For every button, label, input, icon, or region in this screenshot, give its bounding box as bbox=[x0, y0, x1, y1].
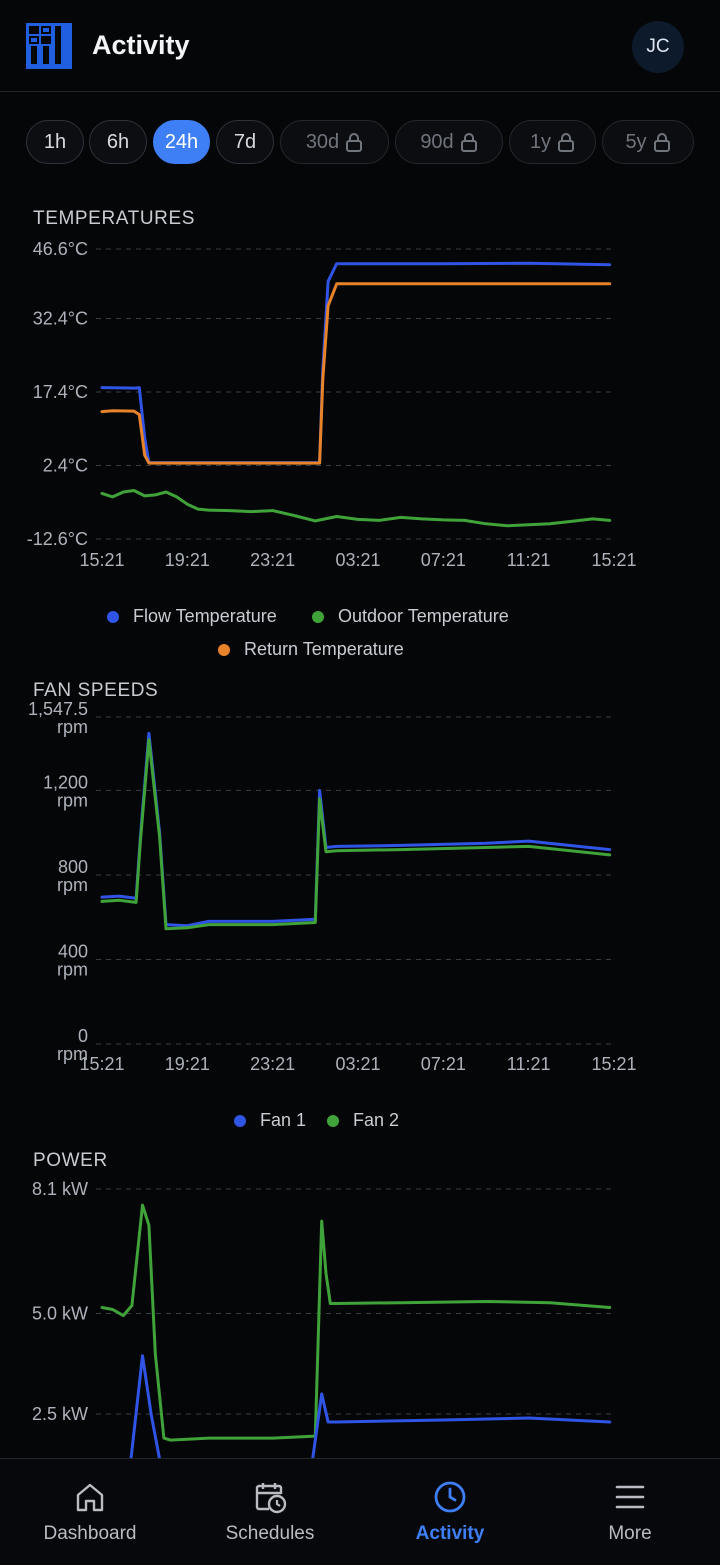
range-label: 1y bbox=[529, 130, 552, 153]
lock-icon bbox=[460, 132, 478, 152]
range-label: 5y bbox=[625, 130, 647, 153]
clock-icon bbox=[434, 1481, 466, 1513]
legend-dot bbox=[218, 643, 230, 656]
range-label: 6h bbox=[106, 130, 130, 153]
range-5y-button[interactable]: 5y bbox=[602, 120, 694, 164]
series-line bbox=[128, 1354, 612, 1472]
tab-dashboard[interactable]: Dashboard bbox=[0, 1459, 180, 1565]
y-tick-label: 0 bbox=[78, 1026, 88, 1046]
calendar-clock-icon bbox=[255, 1483, 287, 1514]
home-icon bbox=[76, 1483, 104, 1512]
x-tick-label: 11:21 bbox=[507, 1054, 551, 1074]
y-tick-label: rpm bbox=[57, 790, 88, 810]
range-1y-button[interactable]: 1y bbox=[509, 120, 596, 164]
x-tick-label: 15:21 bbox=[591, 550, 636, 570]
tab-schedules[interactable]: Schedules bbox=[180, 1459, 360, 1565]
range-6h-button[interactable]: 6h bbox=[89, 120, 147, 164]
x-tick-label: 23:21 bbox=[250, 1054, 295, 1074]
fan-speeds-section-title: FAN SPEEDS bbox=[33, 680, 159, 701]
legend-dot bbox=[234, 1114, 246, 1127]
y-tick-label: rpm bbox=[57, 717, 88, 737]
range-30d-button[interactable]: 30d bbox=[280, 120, 389, 164]
app-logo[interactable] bbox=[26, 23, 72, 69]
range-90d-button[interactable]: 90d bbox=[395, 120, 503, 164]
legend-dot bbox=[327, 1114, 339, 1127]
range-label: 30d bbox=[305, 130, 340, 153]
series-line bbox=[100, 489, 612, 528]
x-tick-label: 15:21 bbox=[79, 550, 124, 570]
legend-label: Flow Temperature bbox=[133, 606, 277, 626]
y-tick-label: 5.0 kW bbox=[32, 1304, 88, 1324]
tab-label: Activity bbox=[415, 1523, 485, 1544]
y-tick-label: 8.1 kW bbox=[32, 1179, 88, 1199]
series-line bbox=[100, 261, 612, 465]
legend-fan-1[interactable]: Fan 1 bbox=[234, 1110, 306, 1131]
legend-label: Fan 1 bbox=[260, 1110, 307, 1130]
temperatures-chart[interactable]: 46.6°C32.4°C17.4°C2.4°C-12.6°C15:21 19:21… bbox=[0, 230, 720, 580]
x-tick-label: 07:21 bbox=[421, 1054, 466, 1074]
lock-icon bbox=[653, 132, 671, 152]
legend-dot bbox=[107, 610, 119, 623]
y-tick-label: -12.6°C bbox=[27, 529, 88, 549]
x-tick-label: 03:21 bbox=[335, 1054, 380, 1074]
y-tick-label: 17.4°C bbox=[33, 382, 88, 402]
x-tick-label: 15:21 bbox=[79, 1054, 124, 1074]
series-line bbox=[100, 282, 612, 465]
y-tick-label: 2.4°C bbox=[43, 456, 88, 476]
x-tick-label: 11:21 bbox=[507, 550, 551, 570]
y-tick-label: 800 bbox=[58, 857, 88, 877]
app-header: Activity JC bbox=[0, 0, 720, 92]
legend-label: Return Temperature bbox=[244, 639, 404, 659]
legend-dot bbox=[312, 610, 324, 623]
tab-label: Schedules bbox=[225, 1523, 315, 1544]
range-label: 90d bbox=[420, 130, 454, 153]
tab-activity[interactable]: Activity bbox=[360, 1459, 540, 1565]
y-tick-label: 1,547.5 bbox=[28, 699, 88, 719]
lock-icon bbox=[557, 132, 575, 152]
legend-flow-temperature[interactable]: Flow Temperature bbox=[107, 606, 277, 627]
legend-label: Outdoor Temperature bbox=[338, 606, 509, 626]
power-chart[interactable]: 8.1 kW 5.0 kW 2.5 kW bbox=[0, 1170, 720, 1472]
power-section-title: POWER bbox=[33, 1150, 108, 1171]
temperatures-section-title: TEMPERATURES bbox=[33, 208, 196, 229]
y-tick-label: 400 bbox=[58, 941, 88, 961]
y-tick-label: rpm bbox=[57, 959, 88, 979]
avatar[interactable]: JC bbox=[632, 21, 684, 73]
y-tick-label: 46.6°C bbox=[33, 239, 88, 259]
x-tick-label: 07:21 bbox=[421, 550, 466, 570]
legend-label: Fan 2 bbox=[353, 1110, 400, 1130]
x-tick-label: 03:21 bbox=[335, 550, 380, 570]
tab-more[interactable]: More bbox=[540, 1459, 720, 1565]
y-tick-label: 1,200 bbox=[43, 772, 88, 792]
x-tick-label: 23:21 bbox=[250, 550, 295, 570]
range-1h-button[interactable]: 1h bbox=[26, 120, 84, 164]
range-label: 24h bbox=[164, 130, 199, 153]
series-line bbox=[100, 731, 612, 928]
series-line bbox=[100, 1203, 612, 1442]
y-tick-label: rpm bbox=[57, 875, 88, 895]
y-tick-label: 32.4°C bbox=[33, 309, 88, 329]
range-label: 1h bbox=[43, 130, 67, 153]
legend-outdoor-temperature[interactable]: Outdoor Temperature bbox=[312, 606, 509, 627]
legend-return-temperature[interactable]: Return Temperature bbox=[218, 639, 404, 660]
lock-icon bbox=[345, 132, 363, 152]
range-7d-button[interactable]: 7d bbox=[216, 120, 274, 164]
time-range-selector: 1h 6h 24h 7d 30d 90d 1y 5y bbox=[0, 120, 720, 166]
x-tick-label: 19:21 bbox=[165, 550, 210, 570]
menu-icon bbox=[615, 1485, 645, 1509]
tab-label: More bbox=[608, 1523, 652, 1544]
y-tick-label: rpm bbox=[57, 1044, 88, 1064]
range-24h-button[interactable]: 24h bbox=[153, 120, 210, 164]
x-tick-label: 19:21 bbox=[165, 1054, 210, 1074]
series-line bbox=[100, 738, 612, 931]
bottom-tab-bar: Dashboard Schedules Activity More bbox=[0, 1458, 720, 1564]
tab-label: Dashboard bbox=[43, 1523, 137, 1544]
range-label: 7d bbox=[233, 130, 257, 153]
legend-fan-2[interactable]: Fan 2 bbox=[327, 1110, 399, 1131]
page-title: Activity bbox=[92, 30, 190, 60]
x-tick-label: 15:21 bbox=[591, 1054, 636, 1074]
y-tick-label: 2.5 kW bbox=[32, 1404, 88, 1424]
